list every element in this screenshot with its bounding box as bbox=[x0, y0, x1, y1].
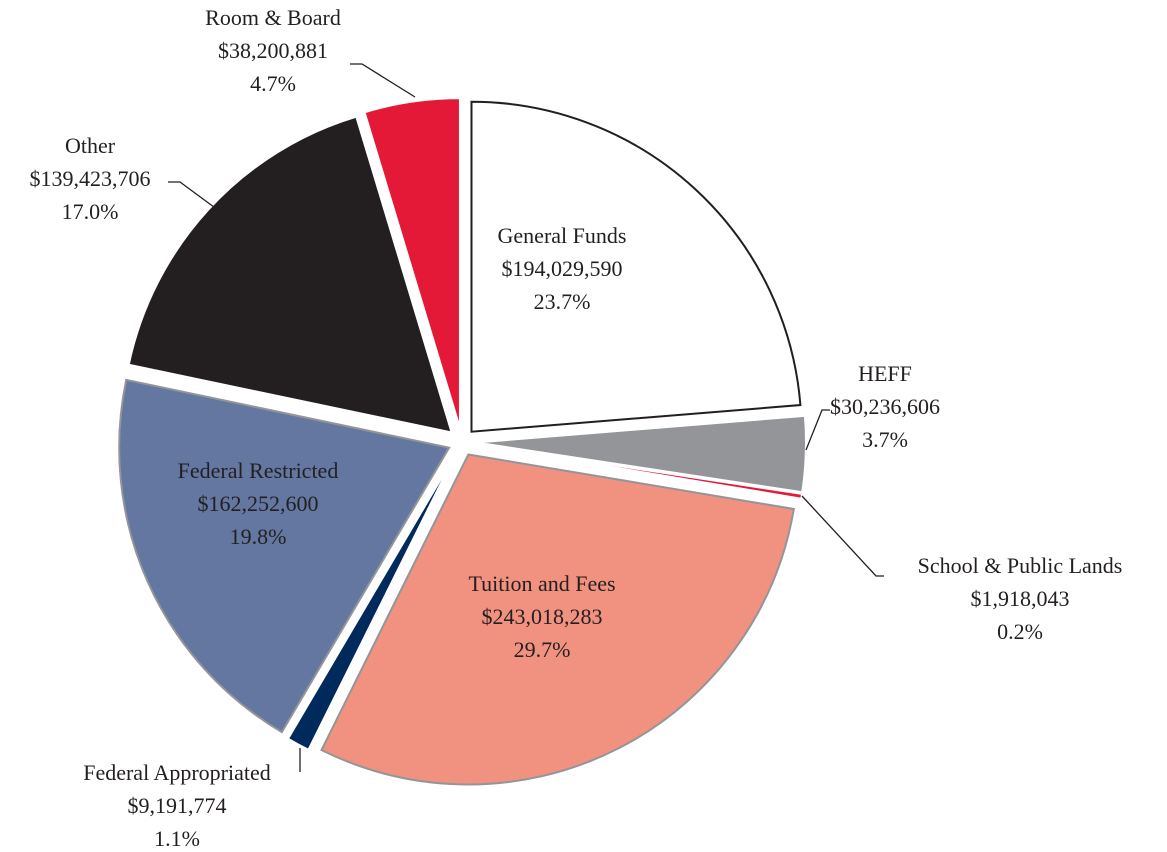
slice-label: Federal Appropriated bbox=[83, 760, 271, 785]
value-label: $243,018,283 bbox=[482, 604, 603, 629]
percent-label: 19.8% bbox=[230, 524, 287, 549]
value-label: $30,236,606 bbox=[830, 394, 940, 419]
percent-label: 3.7% bbox=[862, 427, 908, 452]
value-label: $9,191,774 bbox=[128, 793, 227, 818]
leader-line bbox=[801, 495, 884, 577]
value-label: $1,918,043 bbox=[971, 586, 1070, 611]
value-label: $162,252,600 bbox=[198, 491, 319, 516]
slice-label: General Funds bbox=[498, 223, 627, 248]
pie-slice bbox=[320, 453, 795, 786]
slice-label: School & Public Lands bbox=[918, 553, 1123, 578]
slice-label: Federal Restricted bbox=[178, 458, 339, 483]
value-label: $139,423,706 bbox=[30, 166, 151, 191]
pie-slice bbox=[118, 378, 451, 734]
slice-label: Room & Board bbox=[205, 5, 341, 30]
labels: General Funds $194,029,590 23.7% HEFF $30,23… bbox=[30, 5, 1123, 851]
percent-label: 17.0% bbox=[62, 199, 119, 224]
leader-line bbox=[805, 409, 830, 451]
pie-slice bbox=[127, 115, 454, 434]
percent-label: 23.7% bbox=[534, 289, 591, 314]
slice-label: Tuition and Fees bbox=[468, 571, 615, 596]
slices bbox=[118, 97, 807, 786]
leader-line bbox=[168, 181, 223, 214]
value-label: $194,029,590 bbox=[502, 256, 623, 281]
percent-label: 1.1% bbox=[154, 826, 200, 851]
leader-line bbox=[350, 63, 416, 98]
pie-slice bbox=[363, 97, 461, 429]
pie-slice bbox=[475, 414, 807, 494]
percent-label: 4.7% bbox=[250, 71, 296, 96]
pie-slice bbox=[470, 100, 802, 433]
slice-label: HEFF bbox=[858, 361, 912, 386]
percent-label: 0.2% bbox=[997, 619, 1043, 644]
slice-label: Other bbox=[65, 133, 116, 158]
percent-label: 29.7% bbox=[514, 637, 571, 662]
value-label: $38,200,881 bbox=[218, 38, 328, 63]
pie-slice bbox=[286, 453, 457, 752]
